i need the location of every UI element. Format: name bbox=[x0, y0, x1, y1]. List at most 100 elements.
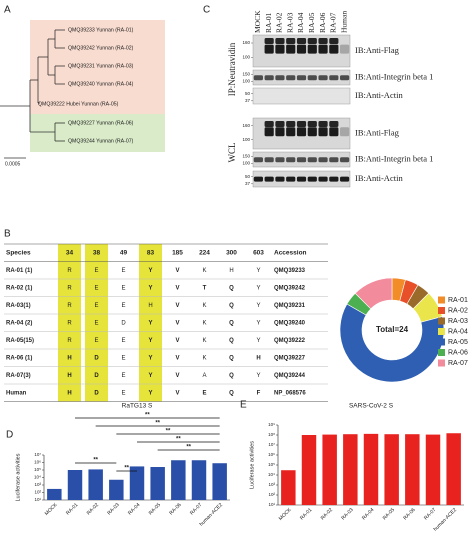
blot-band bbox=[275, 38, 285, 44]
residue-cell: H bbox=[67, 390, 71, 396]
residue-cell: K bbox=[202, 268, 206, 274]
residue-cell: K bbox=[202, 355, 206, 361]
bar bbox=[425, 434, 441, 505]
table-header: 300 bbox=[226, 249, 237, 256]
leaf-label: QMQ39233 Yunnan (RA-01) bbox=[68, 27, 134, 33]
x-tick-label: RA-02 bbox=[320, 507, 334, 521]
residue-cell: Y bbox=[148, 390, 152, 396]
bar bbox=[129, 466, 145, 500]
marker-label: 160 bbox=[242, 40, 250, 45]
residue-cell: K bbox=[202, 338, 206, 344]
y-tick-label: 10⁷ bbox=[268, 442, 275, 447]
lane-label: RA-02 bbox=[275, 12, 284, 33]
lane-label: RA-04 bbox=[296, 12, 305, 33]
legend-label: RA-04 bbox=[448, 328, 468, 335]
residue-cell: Y bbox=[148, 268, 152, 274]
residue-cell: K bbox=[202, 320, 206, 326]
species-cell: RA-01 (1) bbox=[6, 268, 32, 274]
residue-cell: E bbox=[94, 285, 98, 291]
x-tick-label: RA-04 bbox=[361, 507, 375, 521]
residue-cell: E bbox=[121, 373, 125, 379]
legend-swatch bbox=[438, 296, 445, 304]
species-cell: RA-02 (1) bbox=[6, 285, 32, 291]
significance-label: ** bbox=[145, 413, 150, 419]
blot-band bbox=[329, 75, 339, 81]
residue-cell: H bbox=[148, 303, 152, 309]
panel-label: D bbox=[6, 430, 13, 441]
legend-label: RA-03 bbox=[448, 318, 468, 325]
bar bbox=[405, 434, 420, 505]
blot-band bbox=[307, 157, 317, 163]
accession-cell: QMQ39222 bbox=[274, 338, 306, 344]
blot-band bbox=[318, 75, 328, 81]
residue-cell: Y bbox=[148, 285, 152, 291]
residue-cell: Q bbox=[229, 338, 234, 344]
blot-band bbox=[318, 121, 328, 127]
x-tick-label: MOCK bbox=[278, 507, 293, 522]
blot-band bbox=[329, 38, 339, 44]
residue-cell: D bbox=[94, 373, 99, 379]
highlight-column bbox=[58, 244, 81, 402]
legend-swatch bbox=[438, 359, 445, 367]
blot-band bbox=[286, 75, 296, 81]
residue-cell: E bbox=[121, 268, 125, 274]
antibody-label: IB:Anti-Actin bbox=[355, 173, 403, 183]
table-header: 83 bbox=[147, 249, 155, 256]
residue-cell: F bbox=[257, 390, 261, 396]
residue-cell: Y bbox=[256, 338, 260, 344]
significance-label: ** bbox=[186, 445, 191, 451]
residue-cell: Q bbox=[229, 285, 234, 291]
blot-band bbox=[275, 157, 285, 163]
blot-band bbox=[264, 157, 274, 163]
marker-label: 150 bbox=[242, 154, 250, 159]
blot-band bbox=[340, 127, 350, 137]
table-header: Accession bbox=[274, 249, 307, 256]
lane-label: RA-03 bbox=[285, 12, 294, 33]
donut-slice bbox=[339, 303, 445, 383]
blot-band bbox=[286, 127, 296, 137]
legend-swatch bbox=[438, 328, 445, 335]
marker-label: 150 bbox=[242, 72, 250, 77]
blot-band bbox=[264, 127, 274, 137]
x-tick-label: MOCK bbox=[44, 502, 59, 517]
antibody-label: IB:Anti-Flag bbox=[355, 45, 400, 55]
y-tick-label: 10² bbox=[268, 492, 275, 497]
species-cell: Human bbox=[6, 390, 27, 396]
y-tick-label: 10⁵ bbox=[268, 462, 275, 467]
residue-cell: V bbox=[175, 390, 179, 396]
blot-band bbox=[264, 75, 274, 81]
x-tick-label: RA-02 bbox=[86, 502, 100, 516]
residue-cell: E bbox=[94, 338, 98, 344]
clade-box bbox=[30, 114, 165, 152]
legend-label: RA-05 bbox=[448, 339, 468, 346]
blot-band bbox=[275, 44, 285, 54]
bar bbox=[109, 479, 124, 500]
residue-cell: H bbox=[67, 373, 71, 379]
blot-band bbox=[318, 44, 328, 54]
x-tick-label: RA-07 bbox=[423, 507, 437, 521]
blot-band bbox=[340, 75, 350, 81]
bar bbox=[446, 433, 461, 505]
blot-band bbox=[264, 176, 274, 182]
residue-cell: Y bbox=[148, 320, 152, 326]
y-tick-label: 10⁶ bbox=[34, 460, 41, 465]
blot-band bbox=[296, 121, 307, 127]
residue-cell: Q bbox=[229, 390, 234, 396]
species-cell: RA-04 (2) bbox=[6, 320, 32, 326]
blot-band bbox=[307, 127, 317, 137]
highlight-column bbox=[85, 244, 108, 402]
blot-band bbox=[318, 127, 328, 137]
blot-band bbox=[307, 121, 317, 127]
y-tick-label: 10⁵ bbox=[34, 467, 41, 472]
species-cell: RA-07(3) bbox=[6, 373, 31, 379]
residue-cell: H bbox=[67, 355, 71, 361]
lane-label: RA-06 bbox=[318, 12, 327, 33]
chart-title: SARS-CoV-2 S bbox=[349, 403, 394, 410]
blot-band bbox=[340, 157, 350, 163]
bar bbox=[301, 435, 317, 505]
blot-band bbox=[286, 38, 296, 44]
leaf-label: QMQ39227 Yunnan (RA-06) bbox=[68, 120, 134, 126]
table-header: 603 bbox=[253, 249, 264, 256]
residue-cell: Y bbox=[148, 338, 152, 344]
blot-band bbox=[318, 157, 328, 163]
